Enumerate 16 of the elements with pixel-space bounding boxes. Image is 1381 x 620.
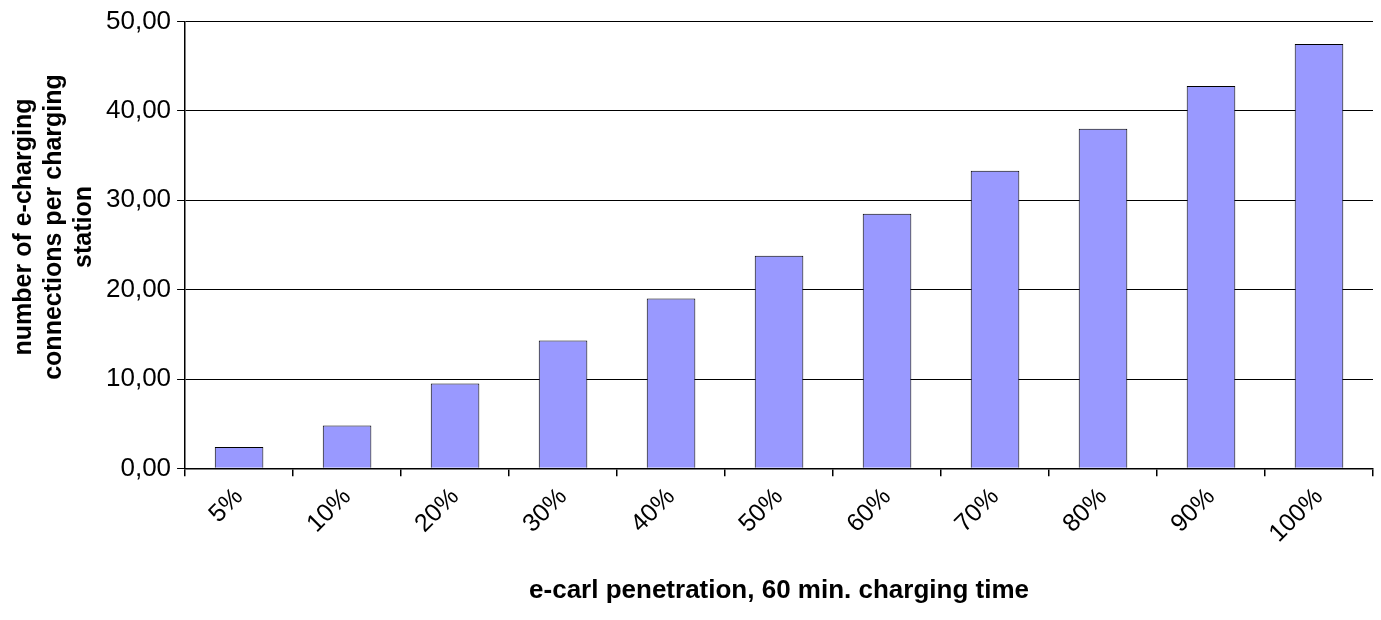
- y-tick-label: 50,00: [105, 4, 172, 35]
- y-tick-label: 20,00: [105, 272, 172, 303]
- y-axis-title: number of e-charging connections per charging station: [7, 73, 97, 382]
- x-axis-title: e-carl penetration, 60 min. charging time: [529, 573, 1029, 604]
- x-tick-label: 40%: [624, 481, 680, 537]
- x-tick-label: 50%: [732, 481, 788, 537]
- x-tick-label: 60%: [840, 481, 896, 537]
- y-tick-label: 40,00: [105, 94, 172, 125]
- x-tick-label: 5%: [202, 481, 248, 527]
- x-tick-label: 80%: [1056, 481, 1112, 537]
- y-tick-label: 10,00: [105, 362, 172, 393]
- x-tick-label: 30%: [516, 481, 572, 537]
- x-tick-label: 90%: [1164, 481, 1220, 537]
- y-tick-label: 30,00: [105, 183, 172, 214]
- x-tick-label: 70%: [948, 481, 1004, 537]
- y-tick-label: 0,00: [120, 451, 172, 482]
